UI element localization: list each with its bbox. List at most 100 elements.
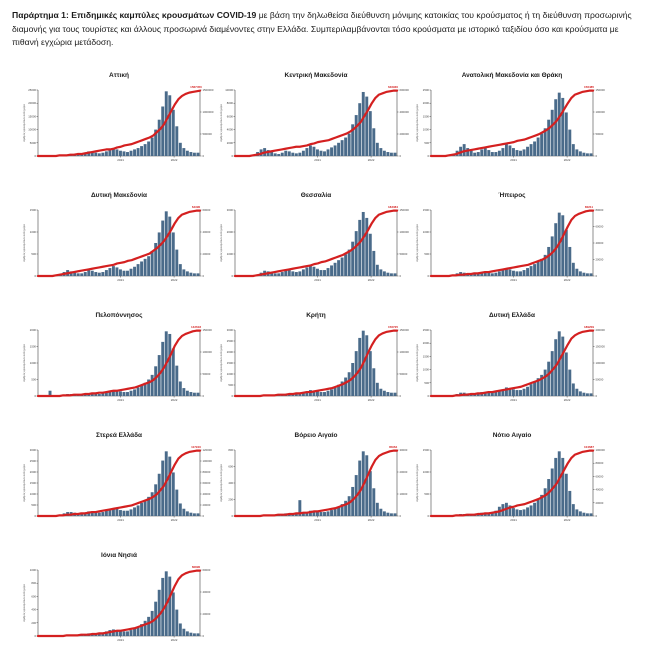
- daily-cases-bar: [115, 630, 119, 636]
- chart-ipeiros: Ήπειρος Αριθμός κρουσμάτων ανά ημέρα 0 500 1…: [413, 188, 613, 298]
- daily-cases-bar: [358, 337, 362, 396]
- daily-cases-bar: [333, 262, 337, 276]
- y-tick-label-right: 1500000: [203, 88, 214, 92]
- daily-cases-bar: [301, 269, 305, 276]
- daily-cases-bar: [308, 145, 312, 156]
- daily-cases-bar: [533, 141, 537, 156]
- daily-cases-bar: [150, 374, 154, 396]
- chart-title: Κεντρική Μακεδονία: [285, 72, 348, 79]
- daily-cases-bar: [147, 141, 151, 156]
- y-tick-label-right: 500000: [203, 132, 213, 136]
- chart-anatoliki-makedonia-thraki: Ανατολική Μακεδονία και Θράκη Αριθμός κρο…: [413, 68, 613, 178]
- daily-cases-bar: [178, 623, 182, 636]
- daily-cases-bar: [168, 333, 172, 396]
- x-tick-label: 2021: [510, 278, 517, 282]
- daily-cases-bar: [312, 390, 316, 396]
- daily-cases-bar: [189, 272, 193, 276]
- daily-cases-bar: [323, 151, 326, 156]
- y-tick-label-right: 60000: [596, 474, 604, 478]
- y-tick-label-right: 150000: [596, 88, 606, 92]
- daily-cases-bar: [143, 382, 147, 396]
- x-tick-label: 2022: [564, 158, 571, 162]
- daily-cases-bar: [133, 149, 137, 156]
- y-axis-label: Αριθμός κρουσμάτων ανά ημέρα: [22, 344, 26, 382]
- daily-cases-bar: [178, 142, 182, 156]
- daily-cases-bar: [136, 264, 140, 276]
- daily-cases-bar: [94, 393, 98, 396]
- daily-cases-bar: [192, 273, 196, 276]
- daily-cases-bar: [571, 383, 575, 396]
- daily-cases-bar: [522, 270, 526, 276]
- daily-cases-bar: [512, 508, 515, 516]
- daily-cases-bar: [157, 232, 161, 276]
- y-tick-label-left: 1000: [423, 470, 430, 474]
- chart-svg: Κρήτη Αριθμός κρουσμάτων ανά ημέρα 0 500 100…: [219, 312, 409, 402]
- x-tick-label: 2021: [314, 278, 321, 282]
- y-tick-label-right: 0: [400, 154, 402, 158]
- y-tick-label-right: 50000: [400, 372, 408, 376]
- y-tick-label-right: 1000000: [203, 110, 214, 114]
- y-axis-label: Αριθμός κρουσμάτων ανά ημέρα: [415, 224, 419, 262]
- y-tick-label-right: 100000: [596, 361, 606, 365]
- daily-cases-bar: [497, 271, 501, 276]
- cumulative-total-label: 646930: [388, 85, 398, 89]
- daily-cases-bar: [119, 269, 122, 276]
- daily-cases-bar: [136, 505, 140, 516]
- y-tick-label-right: 20000: [203, 503, 211, 507]
- daily-cases-bar: [294, 272, 298, 276]
- y-tick-label-right: 150000: [400, 208, 410, 212]
- daily-cases-bar: [368, 471, 372, 516]
- daily-cases-bar: [154, 484, 158, 516]
- daily-cases-bar: [87, 270, 91, 276]
- cumulative-total-label: 1567450: [190, 85, 202, 89]
- daily-cases-bar: [344, 254, 348, 276]
- daily-cases-bar: [319, 150, 323, 156]
- daily-cases-bar: [168, 456, 172, 516]
- daily-cases-bar: [375, 502, 379, 516]
- daily-cases-bar: [533, 381, 537, 396]
- daily-cases-bar: [175, 609, 179, 636]
- y-axis-label: Αριθμός κρουσμάτων ανά ημέρα: [22, 464, 26, 502]
- y-tick-label-right: 0: [596, 394, 598, 398]
- x-tick-label: 2022: [368, 518, 375, 522]
- daily-cases-bar: [189, 512, 193, 516]
- daily-cases-bar: [273, 273, 277, 276]
- daily-cases-bar: [308, 510, 312, 516]
- daily-cases-bar: [154, 243, 158, 276]
- daily-cases-bar: [171, 348, 175, 396]
- chart-dytiki-makedonia: Δυτική Μακεδονία Αριθμός κρουσμάτων ανά η…: [20, 188, 220, 298]
- y-tick-label-left: 1500: [30, 208, 37, 212]
- daily-cases-bar: [462, 144, 466, 156]
- daily-cases-bar: [319, 512, 323, 516]
- y-tick-label-right: 60000: [596, 225, 604, 229]
- daily-cases-bar: [365, 335, 369, 396]
- x-tick-label: 2021: [117, 518, 124, 522]
- y-tick-label-left: 1000: [227, 372, 234, 376]
- daily-cases-bar: [564, 112, 568, 156]
- daily-cases-bar: [578, 271, 582, 276]
- y-tick-label-left: 500: [228, 383, 233, 387]
- y-tick-label-left: 0: [231, 514, 233, 518]
- y-tick-label-right: 20000: [203, 252, 211, 256]
- daily-cases-bar: [540, 258, 544, 276]
- daily-cases-bar: [101, 512, 105, 516]
- y-tick-label-right: 10000: [400, 492, 408, 496]
- daily-cases-bar: [550, 468, 554, 516]
- daily-cases-bar: [83, 272, 87, 276]
- y-tick-label-left: 1000: [423, 368, 430, 372]
- y-tick-label-left: 0: [34, 154, 36, 158]
- y-axis-label: Αριθμός κρουσμάτων ανά ημέρα: [219, 224, 223, 262]
- daily-cases-bar: [175, 126, 179, 156]
- daily-cases-bar: [589, 153, 593, 156]
- daily-cases-bar: [90, 511, 94, 516]
- y-tick-label-left: 500: [31, 378, 36, 382]
- chart-sterea-ellada: Στερεά Ελλάδα Αριθμός κρουσμάτων ανά ημέρ…: [20, 428, 220, 538]
- x-tick-label: 2022: [564, 518, 571, 522]
- daily-cases-bar: [168, 576, 172, 636]
- daily-cases-bar: [119, 510, 122, 516]
- daily-cases-bar: [97, 272, 101, 276]
- daily-cases-bar: [561, 336, 565, 396]
- y-tick-label-right: 0: [596, 274, 598, 278]
- y-tick-label-right: 120000: [203, 448, 213, 452]
- daily-cases-bar: [365, 96, 369, 156]
